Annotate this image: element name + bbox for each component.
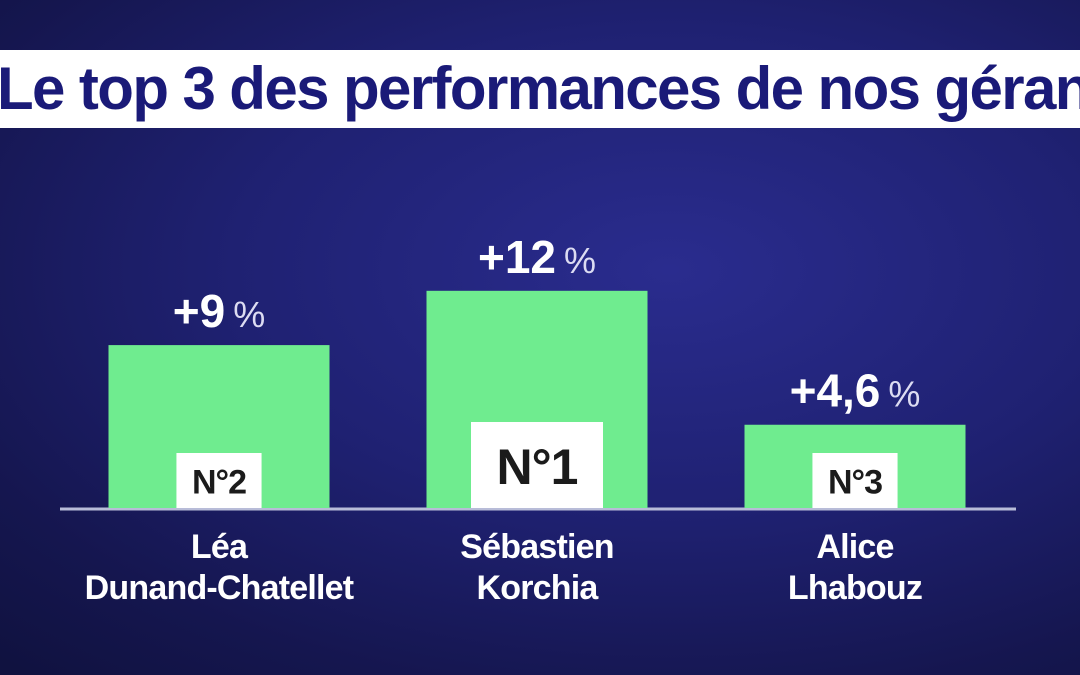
value-label-3: +4,6% [790,365,921,417]
rank-box-1 [176,453,262,508]
title-band: Le top 3 des performances de nos gérants [0,50,1080,128]
category-label-1: Léa Dunand-Chatellet [85,528,354,607]
rank-box-3 [812,453,898,508]
category-label-2: Sébastien Korchia [460,528,613,607]
rank-label-2: N°1 [497,439,578,495]
rank-label-1: N°2 [192,463,246,501]
rank-label-3: N°3 [828,463,882,501]
value-label-2: +12% [478,231,596,283]
value-label-1: +9% [173,285,265,337]
category-label-3: Alice Lhabouz [788,528,922,607]
rank-box-2 [471,422,603,508]
chart-title: Le top 3 des performances de nos gérants [0,55,1080,122]
